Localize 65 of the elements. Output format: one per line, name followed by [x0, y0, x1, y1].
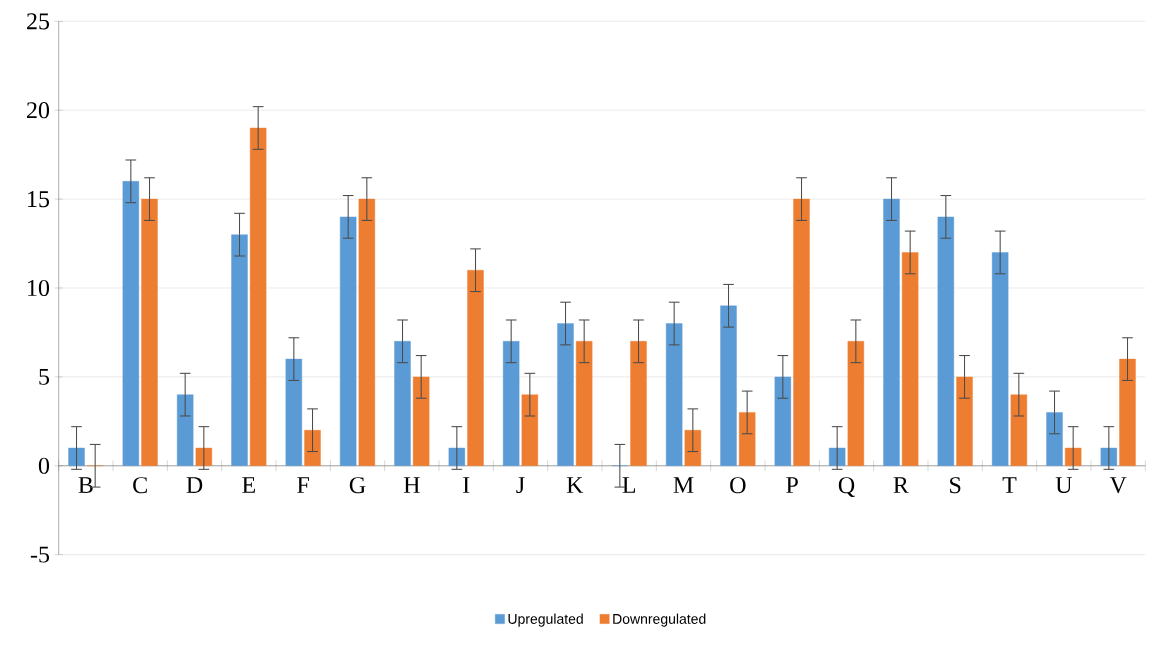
bar	[394, 341, 411, 466]
y-tick-label: 10	[28, 279, 50, 297]
bar	[937, 216, 955, 466]
x-tick-label: S	[950, 477, 961, 494]
bar	[176, 394, 194, 466]
bar	[774, 376, 792, 466]
x-tick-label: I	[463, 477, 470, 493]
x-tick-label: C	[133, 477, 147, 494]
legend-label: Upregulated	[508, 613, 583, 627]
bar	[557, 323, 574, 466]
x-tick-label: T	[1002, 477, 1017, 493]
bar	[847, 341, 865, 466]
x-tick-label: J	[516, 477, 525, 494]
x-tick-label: E	[242, 477, 255, 493]
y-tick-label: 0	[38, 457, 50, 474]
x-tick-label: D	[186, 477, 203, 493]
y-tick-label: 20	[27, 102, 50, 119]
bar	[956, 376, 973, 466]
bar	[575, 341, 593, 466]
bar	[502, 341, 520, 466]
bar	[1064, 447, 1082, 466]
bar	[68, 447, 85, 466]
bar	[231, 234, 248, 466]
bar	[141, 198, 158, 466]
x-tick-label: L	[622, 477, 636, 493]
y-tick-label: 5	[39, 368, 50, 385]
y-tick-label: 25	[27, 13, 50, 30]
bar	[665, 323, 683, 466]
y-tick-label: -5	[30, 546, 50, 563]
x-tick-label: U	[1055, 477, 1072, 494]
bar	[521, 394, 539, 466]
bar	[630, 341, 647, 466]
bar	[467, 270, 484, 466]
x-tick-label: F	[297, 477, 309, 493]
bar	[883, 198, 900, 466]
bar	[122, 181, 140, 466]
bar	[448, 447, 466, 466]
bar	[1046, 412, 1063, 466]
bar	[991, 252, 1009, 466]
bar	[720, 305, 737, 466]
x-tick-label: H	[403, 477, 420, 493]
bar	[1100, 447, 1118, 466]
y-tick-label: 15	[28, 191, 50, 208]
x-tick-label: P	[786, 477, 798, 493]
bar	[249, 127, 267, 466]
bar	[1119, 358, 1136, 466]
x-tick-label: V	[1109, 477, 1127, 494]
bar	[793, 198, 810, 466]
bar	[285, 358, 303, 466]
bar	[358, 198, 376, 466]
bar	[738, 412, 756, 466]
bar	[828, 447, 846, 466]
x-tick-label: Q	[838, 477, 855, 497]
bar	[339, 216, 357, 466]
legend-label: Downregulated	[613, 613, 706, 627]
x-tick-label: G	[349, 477, 366, 494]
bar	[412, 376, 430, 466]
x-tick-label: M	[673, 477, 694, 493]
x-tick-label: K	[566, 477, 584, 493]
bar	[1010, 394, 1028, 466]
bar	[195, 447, 213, 466]
x-tick-label: B	[78, 477, 93, 493]
bar	[901, 252, 919, 466]
x-tick-label: R	[893, 477, 909, 493]
x-tick-label: O	[730, 477, 746, 494]
